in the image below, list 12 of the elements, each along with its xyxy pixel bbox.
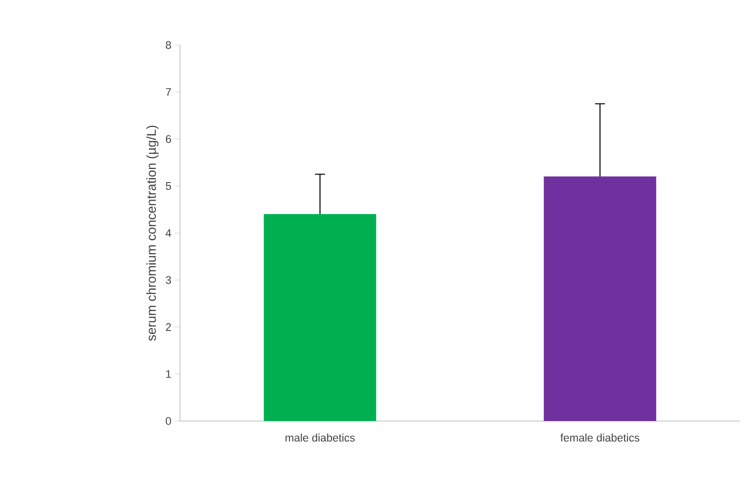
x-tick-label: male diabetics	[286, 434, 355, 442]
y-tick-label: 7	[166, 88, 171, 96]
y-tick-label: 2	[166, 323, 171, 331]
y-tick-label: 8	[166, 41, 171, 49]
y-axis-title: serum chromium concentration (µg/L)	[146, 126, 158, 341]
y-tick-label: 5	[166, 182, 171, 190]
y-tick-label: 0	[166, 417, 172, 425]
x-tick-label: female diabetics	[560, 434, 640, 442]
y-tick-label: 3	[166, 276, 171, 284]
y-tick-label: 1	[166, 370, 171, 378]
y-tick-label: 4	[166, 229, 172, 237]
y-tick-label: 6	[166, 135, 171, 143]
